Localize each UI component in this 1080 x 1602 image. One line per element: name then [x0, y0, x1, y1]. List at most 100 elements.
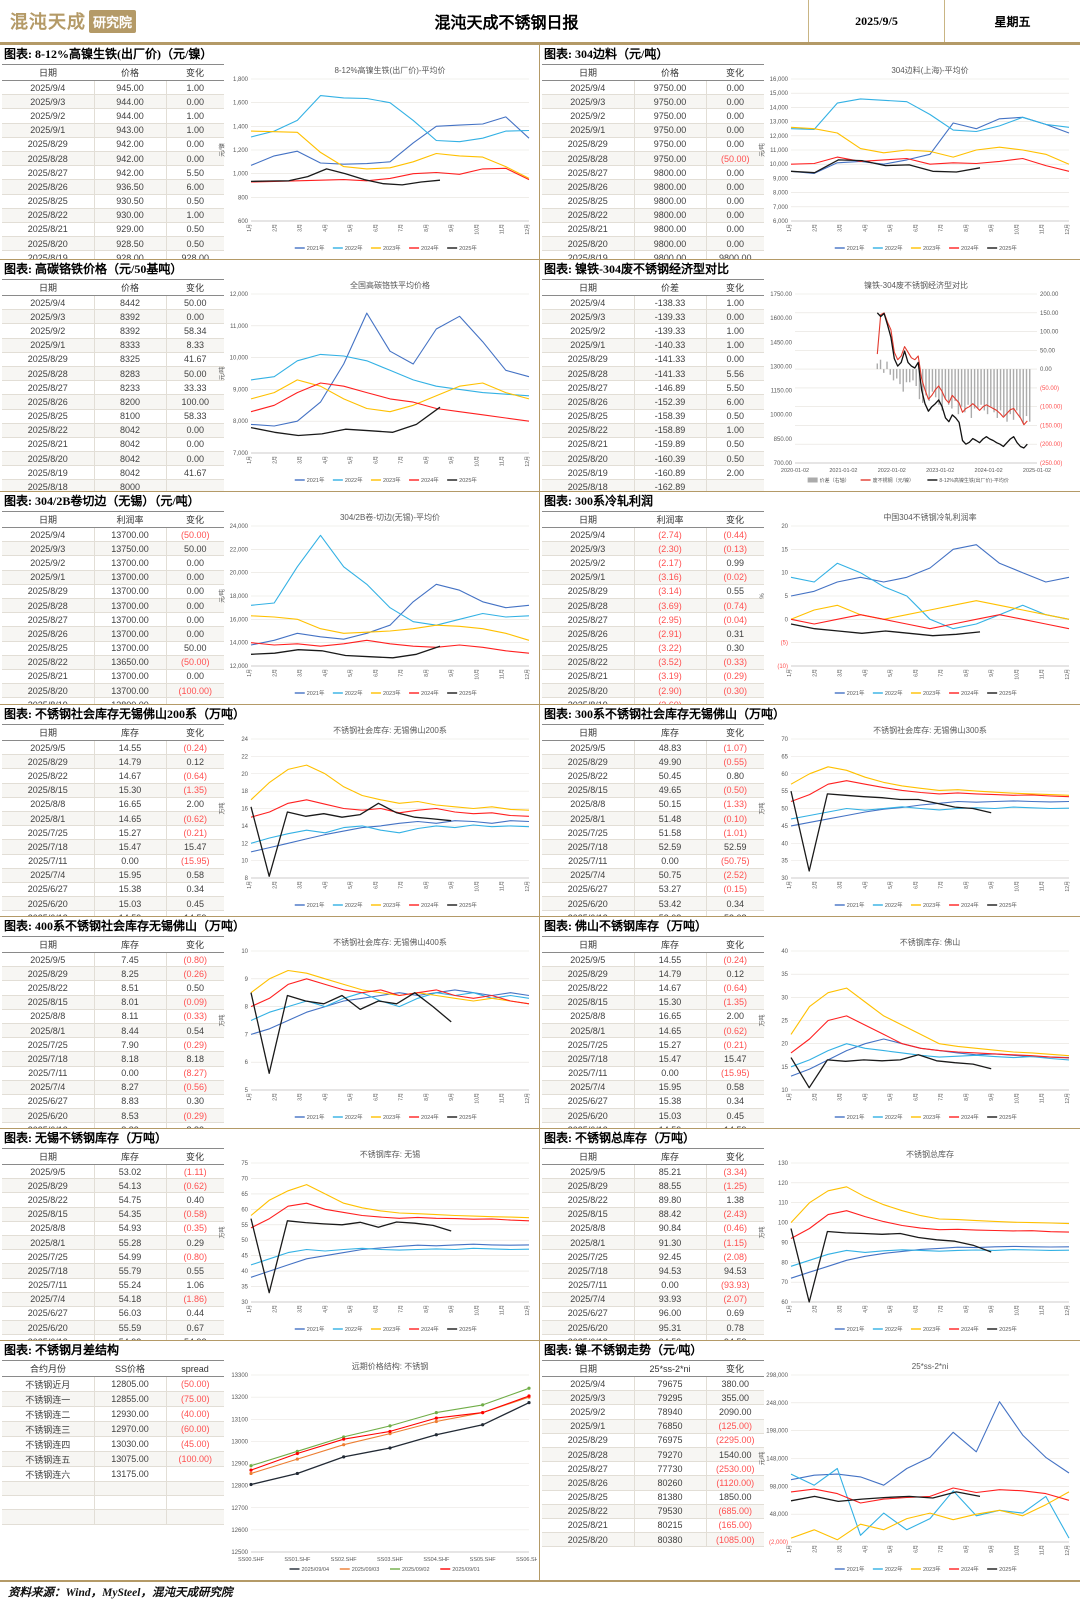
table-cell: 2025/8/1	[542, 1023, 634, 1039]
table-cell: (2.08)	[705, 1249, 764, 1265]
table-cell: 2025/7/18	[542, 839, 634, 855]
section-11: 图表: 无锡不锈钢库存（万吨） 日期 库存 变化 2025/9/5 53.02 (1.11)…	[0, 1128, 540, 1340]
svg-text:4月: 4月	[863, 1093, 869, 1101]
table-cell: 54.92	[93, 1334, 166, 1340]
section-3: 图表: 高碳铬铁价格（元/50基吨） 日期 价格 变化 2025/9/4 8442 50.0…	[0, 259, 540, 491]
table-cell: 2025/8/27	[542, 165, 634, 181]
table-cell: 2025/9/2	[2, 108, 94, 124]
table-row: 2025/8/25 -158.39 0.50	[542, 409, 764, 424]
table-cell: 0.00	[705, 309, 764, 325]
svg-text:11月: 11月	[1040, 1305, 1046, 1315]
svg-text:7月: 7月	[939, 1545, 945, 1553]
table-cell: 0.00	[165, 555, 224, 571]
table-row: 2025/8/15 88.42 (2.43)	[542, 1207, 764, 1222]
table-cell: 2025/8/26	[2, 179, 94, 195]
svg-text:13,000: 13,000	[770, 120, 789, 126]
section-5: 图表: 304/2B卷切边（无锡）（元/吨） 日期 利润率 变化 2025/9/4 137…	[0, 491, 540, 704]
svg-text:11月: 11月	[499, 1093, 505, 1103]
table-row: 2025/8/22 79530 (685.00)	[542, 1504, 764, 1519]
table-cell: (8.27)	[165, 1066, 224, 1081]
svg-text:3月: 3月	[838, 669, 844, 677]
svg-text:7月: 7月	[398, 456, 404, 464]
svg-text:2024年: 2024年	[421, 476, 439, 484]
table-cell: 2025/9/4	[542, 527, 634, 543]
table-cell: 0.50	[165, 980, 224, 996]
table-cell: 53.02	[93, 1164, 166, 1180]
table-row: 2025/8/19 9800.00 9800.00	[542, 250, 764, 259]
svg-text:6月: 6月	[913, 1093, 919, 1101]
table-cell: 0.00	[633, 854, 706, 869]
table-cell: 0.30	[165, 1094, 224, 1110]
table-cell: (50.00)	[165, 527, 224, 543]
svg-text:8月: 8月	[423, 881, 429, 889]
chart: 镍铁-304废不锈钢经济型对比 200.00 150.00 100.00 50.00 0.…	[754, 279, 1080, 491]
svg-text:2024年: 2024年	[421, 901, 439, 909]
table-row: 2025/9/2 -139.33 1.00	[542, 323, 764, 339]
section-title: 图表: 无锡不锈钢库存（万吨）	[4, 1131, 167, 1145]
table-cell: 1.00	[165, 123, 224, 138]
table-cell: 9800.00	[633, 208, 706, 223]
table-cell: 8233	[93, 380, 166, 396]
svg-text:12月: 12月	[525, 669, 531, 680]
svg-text:2024年: 2024年	[421, 1113, 439, 1121]
table-cell: (1.35)	[705, 995, 764, 1010]
table-cell: 88.55	[633, 1178, 706, 1194]
svg-text:2022年: 2022年	[885, 1565, 903, 1573]
table-cell: 0.00	[165, 423, 224, 438]
svg-text:8月: 8月	[423, 456, 429, 464]
table-cell: (2.30)	[633, 541, 706, 557]
svg-text:2024年: 2024年	[421, 1325, 439, 1333]
chart: 304/2B卷-切边(无锡)-平均价 元/吨 24,000 22,000 20,000 1…	[214, 511, 539, 704]
svg-text:6月: 6月	[913, 1305, 919, 1313]
table-cell	[2, 1495, 94, 1511]
table-cell: (75.00)	[165, 1391, 224, 1407]
section-14: 图表: 镍-不锈钢走势（元/吨） 日期 25*ss-2*ni 变化 2025/9/4 79…	[540, 1340, 1080, 1580]
data-table: 日期 库存 变化 2025/9/5 85.21 (3.34) 2025/8/29 88.55(…	[542, 1148, 764, 1340]
data-table: 日期 价差 变化 2025/9/4 -138.33 1.00 2025/9/3 -139.33…	[542, 279, 764, 491]
table-cell: 14.59	[705, 1122, 764, 1128]
table-cell: (0.74)	[705, 598, 764, 614]
svg-text:1月: 1月	[247, 1305, 253, 1313]
svg-text:SS01.SHF: SS01.SHF	[284, 1557, 311, 1563]
table-row: 2025/9/4 8442 50.00	[2, 295, 224, 311]
svg-text:25*ss-2*ni: 25*ss-2*ni	[912, 1362, 949, 1371]
svg-text:9月: 9月	[449, 881, 455, 889]
svg-text:9月: 9月	[989, 224, 995, 232]
table-cell: 8.18	[93, 1051, 166, 1067]
table-header-row: 日期 价格 变化	[2, 64, 224, 81]
table-cell: (2.90)	[633, 683, 706, 699]
svg-text:3月: 3月	[838, 1305, 844, 1313]
svg-text:2022年: 2022年	[885, 244, 903, 252]
table-header-row: 日期 价差 变化	[542, 279, 764, 296]
svg-text:2021-01-02: 2021-01-02	[829, 468, 857, 474]
column-header: 库存	[634, 724, 706, 741]
table-cell: 0.40	[165, 1192, 224, 1208]
table-row: 2025/8/20 (2.90) (0.30)	[542, 683, 764, 699]
table-cell: 2025/9/2	[2, 555, 94, 571]
svg-text:10月: 10月	[1014, 669, 1020, 680]
table-cell: 0.58	[165, 868, 224, 883]
svg-text:16,000: 16,000	[770, 77, 789, 83]
svg-text:130: 130	[778, 1161, 789, 1167]
table-cell: (1120.00)	[705, 1475, 764, 1491]
table-cell: 2025/8/27	[2, 165, 94, 181]
svg-text:2023年: 2023年	[382, 901, 400, 909]
table-row: 2025/8/8 8.11 (0.33)	[2, 1009, 224, 1024]
svg-text:24: 24	[241, 737, 248, 743]
svg-text:8月: 8月	[423, 669, 429, 677]
table-cell: 93.93	[633, 1292, 706, 1307]
svg-text:(5): (5)	[781, 641, 788, 647]
section-title: 图表: 400系不锈钢社会库存无锡佛山（万吨）	[4, 919, 245, 933]
svg-text:2023年: 2023年	[382, 1325, 400, 1333]
table-cell: (0.80)	[165, 952, 224, 968]
table-cell: (0.33)	[165, 1009, 224, 1024]
table-cell: 2025/9/2	[542, 323, 634, 339]
table-cell: 2025/6/27	[542, 1306, 634, 1322]
table-cell	[165, 697, 224, 704]
table-row: 2025/7/25 51.58 (1.01)	[542, 825, 764, 841]
table-cell: 2090.00	[705, 1404, 764, 1420]
table-cell: 0.34	[705, 1094, 764, 1110]
table-row: 2025/7/25 15.27 (0.21)	[542, 1037, 764, 1053]
